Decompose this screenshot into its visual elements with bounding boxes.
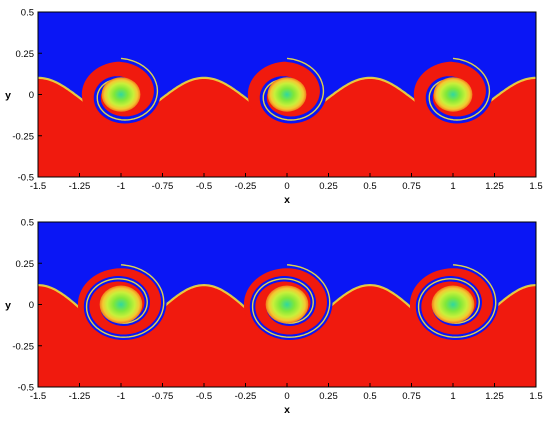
- x-tick-label: 0.25: [319, 391, 338, 402]
- x-tick-label: 0: [284, 391, 289, 402]
- y-tick-label: 0.5: [21, 218, 34, 229]
- x-axis-label: x: [284, 404, 290, 416]
- y-tick-label: -0.25: [12, 341, 34, 352]
- vortex-0: [77, 262, 167, 341]
- vortex-2: [409, 262, 499, 341]
- lower-panel: -1.5 -1.25 -1 -0.75 -0.5 -0.25 0 0.25 0.5 0.75 1 1.…: [5, 218, 543, 417]
- vortex-core: [267, 77, 307, 112]
- vortex-core: [433, 77, 473, 112]
- x-tick-label: 0.75: [402, 181, 421, 192]
- x-tick-label: -0.75: [152, 181, 174, 192]
- x-tick-label: -0.5: [196, 391, 212, 402]
- x-tick-label: 1: [450, 181, 455, 192]
- x-tick-label: 1: [450, 391, 455, 402]
- vortex-core: [265, 285, 309, 324]
- vortex-1: [243, 262, 333, 341]
- y-tick-label: -0.5: [18, 383, 34, 394]
- x-tick-label: 1.25: [485, 391, 504, 402]
- x-tick-label: -0.5: [196, 181, 212, 192]
- vortex-core: [101, 77, 141, 112]
- x-tick-label: -1: [117, 391, 125, 402]
- x-axis-label: x: [284, 194, 290, 206]
- x-tick-label: 1.5: [529, 391, 542, 402]
- upper-panel: -1.5 -1.25 -1 -0.75 -0.5 -0.25 0 0.25 0.5 0.75 1 1.…: [5, 8, 543, 207]
- vortex-core: [99, 285, 143, 324]
- x-tick-label: 0.75: [402, 391, 421, 402]
- x-tick-label: -1.5: [30, 391, 46, 402]
- x-tick-label: 0: [284, 181, 289, 192]
- x-tick-label: 1.25: [485, 181, 504, 192]
- x-tick-label: 0.25: [319, 181, 338, 192]
- x-tick-label: -1.25: [69, 181, 91, 192]
- vortex-1: [247, 54, 327, 128]
- x-tick-label: -1.5: [30, 181, 46, 192]
- vortex-0: [81, 54, 161, 128]
- y-tick-label: 0.25: [16, 49, 35, 60]
- y-axis-label: y: [5, 300, 11, 312]
- y-tick-label: 0.5: [21, 8, 34, 19]
- vortex-2: [413, 54, 493, 128]
- x-tick-label: 0.5: [363, 181, 376, 192]
- x-tick-label: -1.25: [69, 391, 91, 402]
- y-tick-label: 0: [29, 300, 34, 311]
- vortex-core: [431, 285, 475, 324]
- y-tick-label: 0: [29, 90, 34, 101]
- y-tick-label: 0.25: [16, 259, 35, 270]
- y-tick-label: -0.25: [12, 131, 34, 142]
- y-tick-label: -0.5: [18, 173, 34, 184]
- x-tick-label: -0.25: [235, 391, 257, 402]
- x-tick-label: -0.25: [235, 181, 257, 192]
- x-tick-label: 1.5: [529, 181, 542, 192]
- x-tick-label: -0.75: [152, 391, 174, 402]
- x-tick-label: 0.5: [363, 391, 376, 402]
- x-tick-label: -1: [117, 181, 125, 192]
- y-axis-label: y: [5, 90, 11, 102]
